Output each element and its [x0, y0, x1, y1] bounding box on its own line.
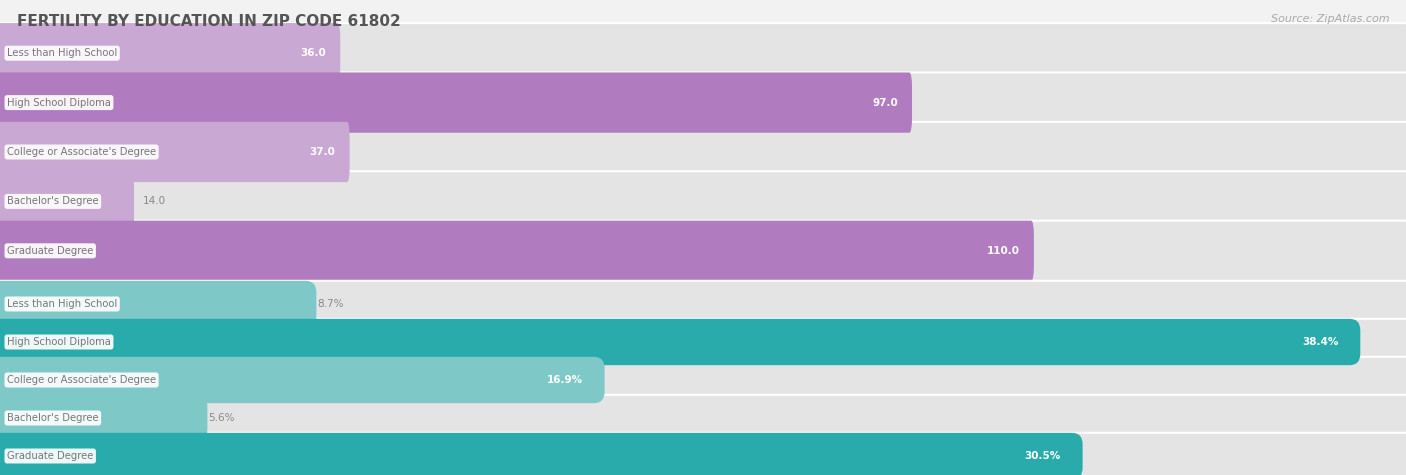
Text: 36.0: 36.0 [301, 48, 326, 58]
Text: 38.4%: 38.4% [1302, 337, 1339, 347]
Text: 8.7%: 8.7% [318, 299, 343, 309]
Text: Bachelor's Degree: Bachelor's Degree [7, 196, 98, 207]
FancyBboxPatch shape [0, 171, 1406, 231]
FancyBboxPatch shape [0, 122, 350, 182]
FancyBboxPatch shape [0, 395, 208, 441]
Text: College or Associate's Degree: College or Associate's Degree [7, 375, 156, 385]
Text: 16.9%: 16.9% [547, 375, 582, 385]
FancyBboxPatch shape [0, 171, 134, 231]
Text: High School Diploma: High School Diploma [7, 337, 111, 347]
Text: Source: ZipAtlas.com: Source: ZipAtlas.com [1271, 14, 1389, 24]
Text: High School Diploma: High School Diploma [7, 97, 111, 108]
Text: 37.0: 37.0 [309, 147, 336, 157]
Text: Less than High School: Less than High School [7, 299, 117, 309]
Text: Less than High School: Less than High School [7, 48, 117, 58]
FancyBboxPatch shape [0, 23, 340, 83]
FancyBboxPatch shape [0, 319, 1361, 365]
Text: College or Associate's Degree: College or Associate's Degree [7, 147, 156, 157]
Text: Graduate Degree: Graduate Degree [7, 246, 93, 256]
FancyBboxPatch shape [0, 281, 1406, 327]
Text: Graduate Degree: Graduate Degree [7, 451, 93, 461]
FancyBboxPatch shape [0, 433, 1083, 475]
FancyBboxPatch shape [0, 73, 912, 133]
FancyBboxPatch shape [0, 319, 1406, 365]
Text: 30.5%: 30.5% [1025, 451, 1062, 461]
Text: FERTILITY BY EDUCATION IN ZIP CODE 61802: FERTILITY BY EDUCATION IN ZIP CODE 61802 [17, 14, 401, 29]
FancyBboxPatch shape [0, 433, 1406, 475]
FancyBboxPatch shape [0, 357, 1406, 403]
FancyBboxPatch shape [0, 281, 316, 327]
Text: 97.0: 97.0 [872, 97, 898, 108]
Text: Bachelor's Degree: Bachelor's Degree [7, 413, 98, 423]
FancyBboxPatch shape [0, 73, 1406, 133]
FancyBboxPatch shape [0, 357, 605, 403]
FancyBboxPatch shape [0, 395, 1406, 441]
Text: 5.6%: 5.6% [208, 413, 235, 423]
Text: 14.0: 14.0 [142, 196, 166, 207]
FancyBboxPatch shape [0, 23, 1406, 83]
FancyBboxPatch shape [0, 221, 1033, 281]
Text: 110.0: 110.0 [987, 246, 1019, 256]
FancyBboxPatch shape [0, 122, 1406, 182]
FancyBboxPatch shape [0, 221, 1406, 281]
